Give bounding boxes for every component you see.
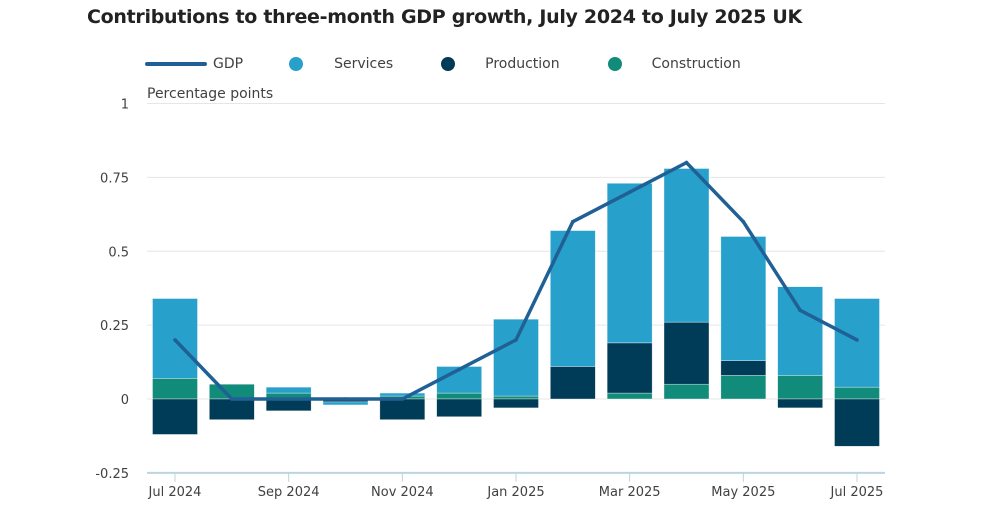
gdp-point[interactable]: [400, 397, 405, 401]
y-tick-label: 0.75: [100, 171, 129, 186]
y-axis-ticks: -0.25 0 0.25 0.5 0.75 1: [95, 98, 129, 482]
bar-construction[interactable]: [152, 378, 198, 400]
x-axis: Jul 2024 Sep 2024 Nov 2024 Jan 2025 Mar 2025…: [148, 472, 884, 500]
gdp-point[interactable]: [855, 338, 859, 342]
legend-construction-dot-icon: [607, 57, 622, 71]
bar-construction[interactable]: [777, 375, 823, 400]
legend-label-production: Production: [485, 56, 560, 72]
x-tick-label: Sep 2024: [258, 485, 320, 500]
y-tick-label: 0.5: [108, 245, 129, 260]
legend-item-construction[interactable]: Construction: [607, 56, 741, 72]
gdp-point[interactable]: [286, 397, 291, 401]
bar-services[interactable]: [663, 168, 710, 323]
bar-construction[interactable]: [663, 383, 710, 400]
bar-production[interactable]: [436, 398, 482, 418]
bar-services[interactable]: [606, 182, 653, 344]
bar-production[interactable]: [379, 398, 426, 420]
gdp-point[interactable]: [741, 219, 746, 224]
chart-legend: GDP Services Production Construction: [145, 54, 741, 74]
bar-production[interactable]: [777, 398, 823, 409]
gdp-point[interactable]: [514, 338, 518, 342]
bars: [152, 168, 880, 447]
bar-services[interactable]: [834, 298, 880, 388]
bar-services[interactable]: [777, 286, 823, 376]
gdp-point[interactable]: [627, 190, 632, 194]
y-tick-label: 0: [121, 393, 129, 408]
legend-item-gdp[interactable]: GDP: [145, 56, 243, 72]
legend-item-services[interactable]: Services: [289, 56, 393, 72]
bar-construction[interactable]: [606, 392, 653, 400]
y-tick-label: 0.25: [100, 319, 129, 334]
bar-construction[interactable]: [436, 392, 482, 400]
x-tick-label: Mar 2025: [599, 485, 661, 500]
y-axis-title: Percentage points: [147, 86, 274, 102]
bar-services[interactable]: [493, 318, 539, 397]
gridlines: [147, 103, 885, 474]
bar-production[interactable]: [606, 342, 653, 394]
x-tick-label: Jan 2025: [486, 485, 544, 500]
bar-services[interactable]: [379, 392, 426, 397]
gdp-point[interactable]: [173, 338, 177, 342]
legend-gdp-line-icon: [145, 62, 207, 66]
bar-construction[interactable]: [493, 395, 539, 400]
bar-production[interactable]: [152, 398, 198, 435]
bar-production[interactable]: [209, 398, 255, 420]
legend-label-gdp: GDP: [213, 56, 244, 72]
bar-construction[interactable]: [834, 386, 880, 400]
bar-services[interactable]: [720, 236, 767, 361]
bar-services[interactable]: [265, 386, 312, 394]
gdp-point[interactable]: [798, 308, 802, 313]
bar-production[interactable]: [493, 398, 539, 409]
gdp-line-layer: [173, 160, 859, 401]
bar-production[interactable]: [720, 360, 767, 376]
gdp-point[interactable]: [684, 160, 689, 165]
bar-construction[interactable]: [720, 375, 767, 400]
y-tick-label: 1: [121, 98, 129, 113]
bar-production[interactable]: [663, 321, 710, 385]
gdp-point[interactable]: [457, 367, 461, 372]
legend-production-dot-icon: [441, 57, 456, 71]
gdp-point[interactable]: [343, 397, 348, 401]
x-tick-label: Nov 2024: [371, 485, 434, 500]
x-tick-label: Jul 2024: [148, 485, 202, 500]
legend-label-services: Services: [334, 56, 394, 72]
x-tick-label: May 2025: [711, 485, 775, 500]
legend-label-construction: Construction: [651, 56, 741, 72]
y-tick-label: -0.25: [95, 467, 129, 482]
bar-production[interactable]: [550, 366, 596, 400]
gdp-point[interactable]: [230, 397, 234, 401]
chart-title: Contributions to three-month GDP growth,…: [87, 6, 802, 28]
bar-services[interactable]: [322, 401, 369, 406]
bar-production[interactable]: [834, 398, 880, 447]
gdp-point[interactable]: [571, 219, 575, 224]
x-tick-label: Jul 2025: [830, 485, 884, 500]
legend-services-dot-icon: [289, 57, 304, 71]
legend-item-production[interactable]: Production: [441, 56, 560, 72]
